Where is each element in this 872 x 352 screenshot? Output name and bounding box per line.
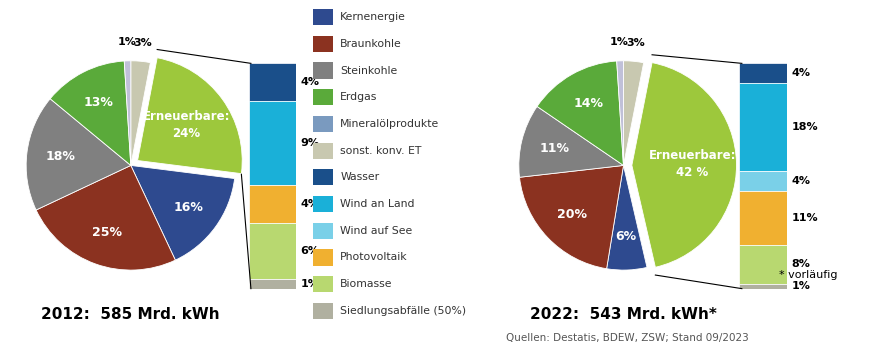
- Text: 4%: 4%: [300, 199, 319, 209]
- Text: sonst. konv. ET: sonst. konv. ET: [340, 146, 422, 156]
- Wedge shape: [632, 63, 737, 267]
- Text: 4%: 4%: [791, 176, 810, 186]
- Bar: [739, 63, 787, 83]
- Text: 25%: 25%: [92, 226, 122, 239]
- Text: 18%: 18%: [45, 150, 75, 163]
- Text: Braunkohle: Braunkohle: [340, 39, 402, 49]
- Bar: [739, 171, 787, 191]
- Text: Wasser: Wasser: [340, 172, 379, 182]
- Bar: [313, 116, 332, 132]
- Wedge shape: [26, 99, 131, 210]
- Wedge shape: [617, 61, 623, 165]
- Text: 11%: 11%: [791, 213, 818, 222]
- Text: 9%: 9%: [300, 138, 319, 148]
- Wedge shape: [131, 165, 235, 260]
- Bar: [313, 169, 332, 186]
- Text: 2022:  543 Mrd. kWh*: 2022: 543 Mrd. kWh*: [530, 307, 717, 322]
- Wedge shape: [623, 61, 644, 165]
- Text: Biomasse: Biomasse: [340, 279, 392, 289]
- Bar: [313, 222, 332, 239]
- Text: Wind auf See: Wind auf See: [340, 226, 412, 236]
- Bar: [249, 63, 296, 101]
- Text: Wind an Land: Wind an Land: [340, 199, 415, 209]
- Bar: [313, 196, 332, 212]
- Wedge shape: [520, 165, 623, 269]
- Text: 16%: 16%: [174, 201, 203, 214]
- Wedge shape: [131, 61, 150, 165]
- Text: 13%: 13%: [84, 95, 113, 108]
- Text: 1%: 1%: [118, 37, 136, 47]
- Bar: [313, 143, 332, 159]
- Bar: [313, 303, 332, 319]
- Text: 1%: 1%: [610, 37, 629, 47]
- Bar: [739, 245, 787, 284]
- Text: Siedlungsabfälle (50%): Siedlungsabfälle (50%): [340, 306, 467, 316]
- Text: 3%: 3%: [626, 38, 644, 48]
- Bar: [249, 186, 296, 223]
- Text: Erdgas: Erdgas: [340, 92, 378, 102]
- Text: 6%: 6%: [300, 246, 319, 256]
- Bar: [313, 9, 332, 25]
- Bar: [313, 249, 332, 265]
- Text: 18%: 18%: [791, 122, 818, 132]
- Wedge shape: [607, 165, 647, 270]
- Text: Erneuerbare:
42 %: Erneuerbare: 42 %: [649, 149, 736, 179]
- Text: 20%: 20%: [557, 208, 587, 221]
- Text: Steinkohle: Steinkohle: [340, 65, 398, 76]
- Bar: [313, 62, 332, 79]
- Wedge shape: [36, 165, 175, 270]
- Text: Quellen: Destatis, BDEW, ZSW; Stand 09/2023: Quellen: Destatis, BDEW, ZSW; Stand 09/2…: [507, 333, 749, 343]
- Text: 2012:  585 Mrd. kWh: 2012: 585 Mrd. kWh: [42, 307, 220, 322]
- Bar: [249, 101, 296, 186]
- Text: 1%: 1%: [791, 281, 810, 291]
- Text: 4%: 4%: [791, 68, 810, 78]
- Wedge shape: [537, 61, 623, 165]
- Text: 1%: 1%: [300, 279, 319, 289]
- Text: Mineralölprodukte: Mineralölprodukte: [340, 119, 439, 129]
- Bar: [249, 223, 296, 279]
- Text: 4%: 4%: [300, 77, 319, 87]
- Text: Erneuerbare:
24%: Erneuerbare: 24%: [143, 110, 230, 140]
- Text: 11%: 11%: [540, 142, 569, 155]
- Bar: [739, 284, 787, 289]
- Wedge shape: [124, 61, 131, 165]
- Bar: [313, 89, 332, 105]
- Bar: [249, 279, 296, 289]
- Bar: [313, 276, 332, 292]
- Text: 6%: 6%: [616, 230, 637, 243]
- Wedge shape: [519, 106, 623, 177]
- Text: Kernenergie: Kernenergie: [340, 12, 406, 22]
- Text: * vorläufig: * vorläufig: [779, 270, 837, 279]
- Wedge shape: [51, 61, 131, 165]
- Text: Photovoltaik: Photovoltaik: [340, 252, 408, 263]
- Text: 3%: 3%: [133, 38, 152, 48]
- Bar: [739, 191, 787, 245]
- Text: 14%: 14%: [573, 97, 603, 110]
- Wedge shape: [138, 58, 242, 174]
- Text: 8%: 8%: [791, 259, 810, 269]
- Bar: [313, 36, 332, 52]
- Bar: [739, 83, 787, 171]
